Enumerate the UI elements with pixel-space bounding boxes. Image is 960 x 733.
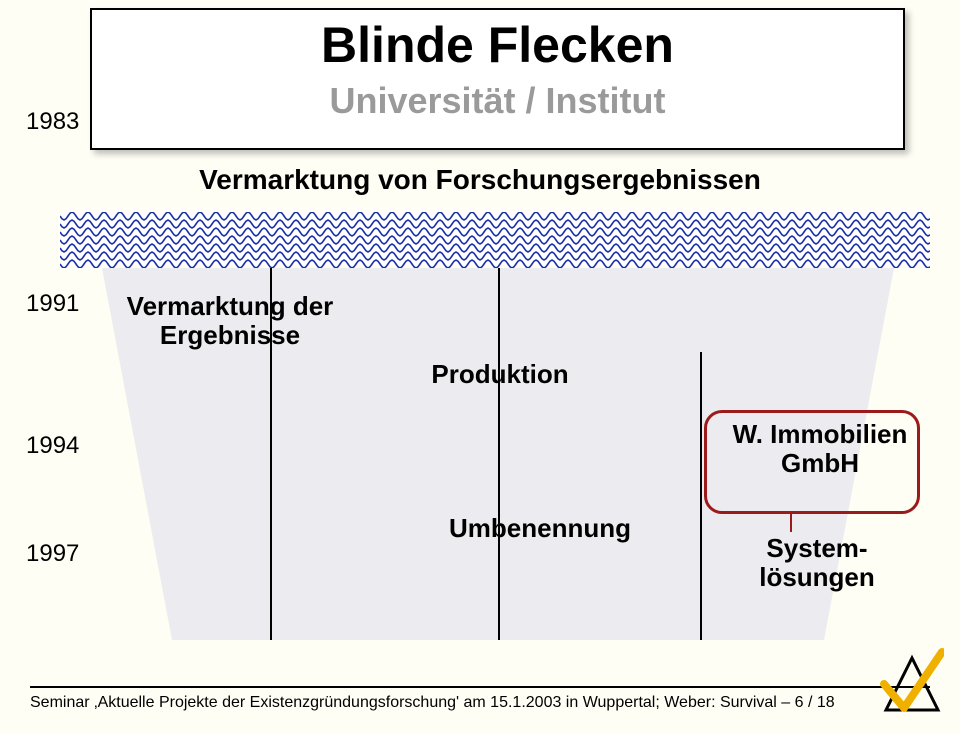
label-system: System-lösungen (722, 534, 912, 591)
wave-pattern-band (60, 212, 930, 268)
year-1991: 1991 (26, 290, 79, 318)
logo-icon (880, 646, 944, 718)
footer-divider (30, 686, 930, 688)
label-vermarktung: Vermarktung derErgebnisse (100, 292, 360, 349)
footer-text: Seminar ‚Aktuelle Projekte der Existenzg… (30, 694, 835, 712)
title-box: Blinde Flecken Universität / Institut (90, 8, 905, 150)
slide-subtitle-2: Vermarktung von Forschungsergebnissen (0, 164, 960, 196)
slide-title: Blinde Flecken (92, 10, 903, 74)
slide: Blinde Flecken Universität / Institut Ve… (0, 0, 960, 733)
year-1997: 1997 (26, 540, 79, 568)
slide-subtitle: Universität / Institut (92, 80, 903, 122)
label-umbenennung: Umbenennung (420, 514, 660, 543)
highlight-rounded-box (704, 410, 920, 514)
label-produktion: Produktion (370, 360, 630, 389)
year-1994: 1994 (26, 432, 79, 460)
year-1983: 1983 (26, 108, 79, 136)
highlight-connector (790, 514, 792, 532)
divider-line-2 (700, 352, 702, 640)
divider-line-1 (498, 268, 500, 640)
